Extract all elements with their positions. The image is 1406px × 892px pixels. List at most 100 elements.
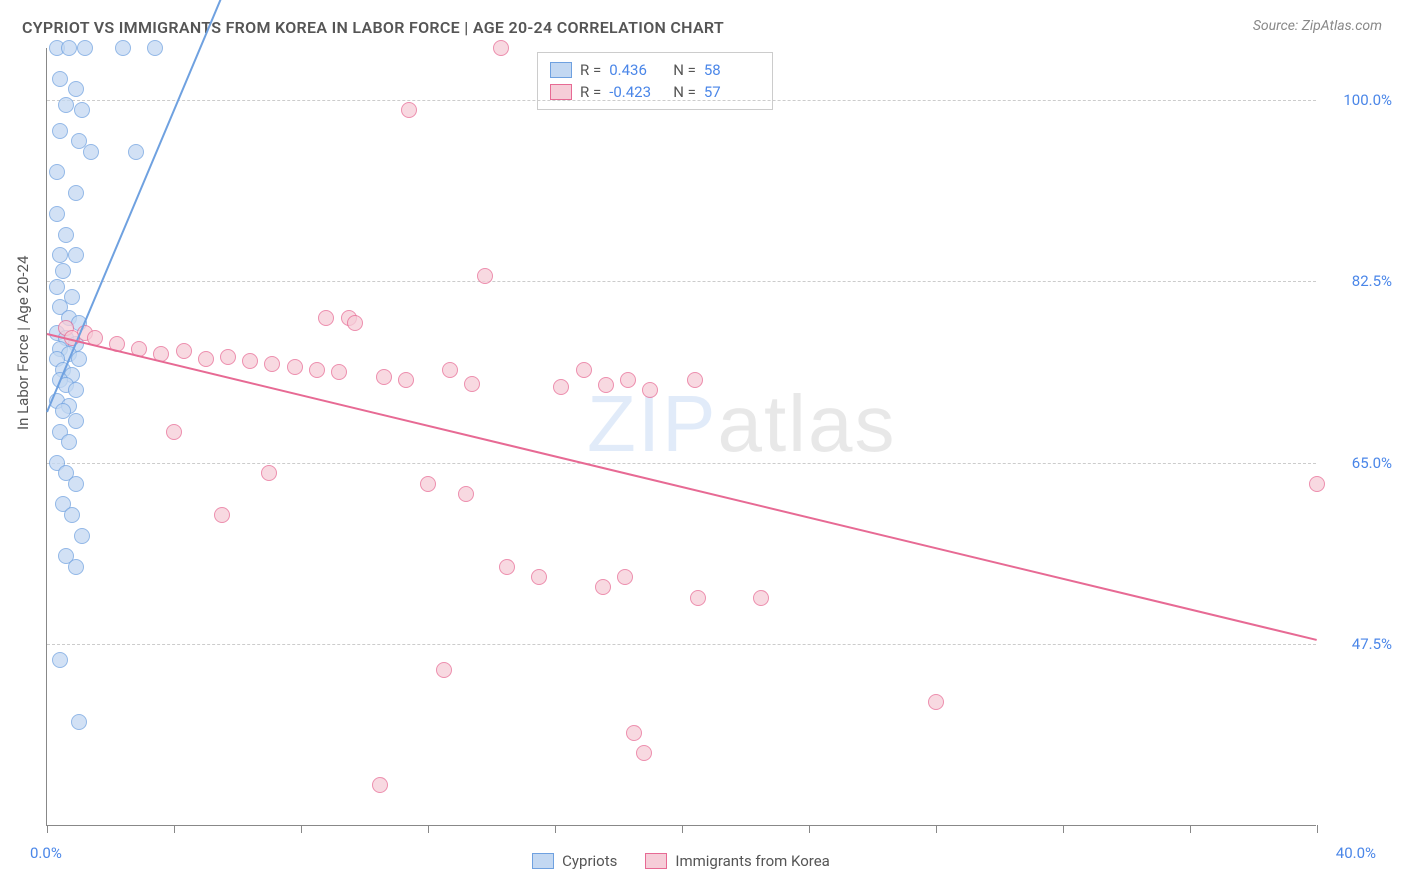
x-tick: [47, 825, 48, 833]
chart-title: CYPRIOT VS IMMIGRANTS FROM KOREA IN LABO…: [22, 18, 724, 37]
legend-swatch-series2: [550, 84, 572, 100]
data-point: [71, 351, 87, 367]
x-tick: [1317, 825, 1318, 833]
series-legend: Cypriots Immigrants from Korea: [46, 852, 1316, 870]
data-point: [1309, 476, 1325, 492]
legend-swatch-series2-bottom: [645, 853, 667, 869]
x-tick: [555, 825, 556, 833]
plot-area: ZIPatlas R = 0.436 N = 58 R = -0.423 N =…: [46, 48, 1316, 826]
n-label-2: N =: [673, 83, 696, 101]
data-point: [71, 714, 87, 730]
data-point: [83, 144, 99, 160]
legend-swatch-series1-bottom: [532, 853, 554, 869]
data-point: [61, 40, 77, 56]
data-point: [687, 372, 703, 388]
watermark-atlas: atlas: [717, 379, 896, 468]
data-point: [261, 465, 277, 481]
data-point: [464, 376, 480, 392]
n-label-1: N =: [673, 61, 696, 79]
r-label-2: R =: [580, 83, 601, 101]
data-point: [115, 40, 131, 56]
watermark: ZIPatlas: [587, 378, 896, 470]
legend-row-series1: R = 0.436 N = 58: [550, 59, 760, 81]
gridline: [47, 281, 1316, 282]
legend-item-series1: Cypriots: [532, 852, 617, 870]
y-tick-label: 47.5%: [1326, 635, 1392, 653]
y-tick-label: 82.5%: [1326, 272, 1392, 290]
data-point: [420, 476, 436, 492]
data-point: [214, 507, 230, 523]
source-label: Source: ZipAtlas.com: [1253, 18, 1382, 34]
x-tick: [936, 825, 937, 833]
data-point: [595, 579, 611, 595]
gridline: [47, 463, 1316, 464]
y-tick-label: 100.0%: [1326, 91, 1392, 109]
n-value-1: 58: [704, 61, 760, 79]
data-point: [626, 725, 642, 741]
trendline: [47, 333, 1317, 641]
data-point: [620, 372, 636, 388]
r-label-1: R =: [580, 61, 601, 79]
data-point: [176, 343, 192, 359]
data-point: [58, 97, 74, 113]
data-point: [74, 102, 90, 118]
legend-swatch-series1: [550, 62, 572, 78]
data-point: [598, 377, 614, 393]
legend-label-series1: Cypriots: [562, 852, 617, 870]
data-point: [220, 349, 236, 365]
data-point: [68, 476, 84, 492]
data-point: [553, 379, 569, 395]
data-point: [68, 382, 84, 398]
x-tick-label-min: 0.0%: [30, 844, 62, 862]
data-point: [68, 413, 84, 429]
data-point: [493, 40, 509, 56]
data-point: [928, 694, 944, 710]
x-tick-label-max: 40.0%: [1336, 844, 1376, 862]
data-point: [753, 590, 769, 606]
data-point: [442, 362, 458, 378]
data-point: [128, 144, 144, 160]
y-tick-label: 65.0%: [1326, 454, 1392, 472]
x-tick: [301, 825, 302, 833]
data-point: [52, 247, 68, 263]
r-value-1: 0.436: [609, 61, 665, 79]
data-point: [401, 102, 417, 118]
data-point: [74, 528, 90, 544]
data-point: [576, 362, 592, 378]
data-point: [52, 123, 68, 139]
data-point: [264, 356, 280, 372]
data-point: [287, 359, 303, 375]
data-point: [531, 569, 547, 585]
data-point: [55, 263, 71, 279]
data-point: [372, 777, 388, 793]
data-point: [636, 745, 652, 761]
data-point: [61, 434, 77, 450]
data-point: [398, 372, 414, 388]
data-point: [58, 227, 74, 243]
data-point: [690, 590, 706, 606]
legend-label-series2: Immigrants from Korea: [675, 852, 829, 870]
data-point: [68, 81, 84, 97]
x-tick: [174, 825, 175, 833]
data-point: [376, 369, 392, 385]
data-point: [49, 164, 65, 180]
data-point: [49, 279, 65, 295]
data-point: [331, 364, 347, 380]
data-point: [68, 559, 84, 575]
data-point: [458, 486, 474, 502]
correlation-legend: R = 0.436 N = 58 R = -0.423 N = 57: [537, 52, 773, 110]
gridline: [47, 100, 1316, 101]
data-point: [52, 652, 68, 668]
r-value-2: -0.423: [609, 83, 665, 101]
y-axis-label: In Labor Force | Age 20-24: [14, 256, 32, 430]
gridline: [47, 644, 1316, 645]
data-point: [436, 662, 452, 678]
data-point: [617, 569, 633, 585]
data-point: [64, 507, 80, 523]
data-point: [347, 315, 363, 331]
data-point: [309, 362, 325, 378]
data-point: [477, 268, 493, 284]
data-point: [64, 289, 80, 305]
data-point: [242, 353, 258, 369]
legend-item-series2: Immigrants from Korea: [645, 852, 829, 870]
